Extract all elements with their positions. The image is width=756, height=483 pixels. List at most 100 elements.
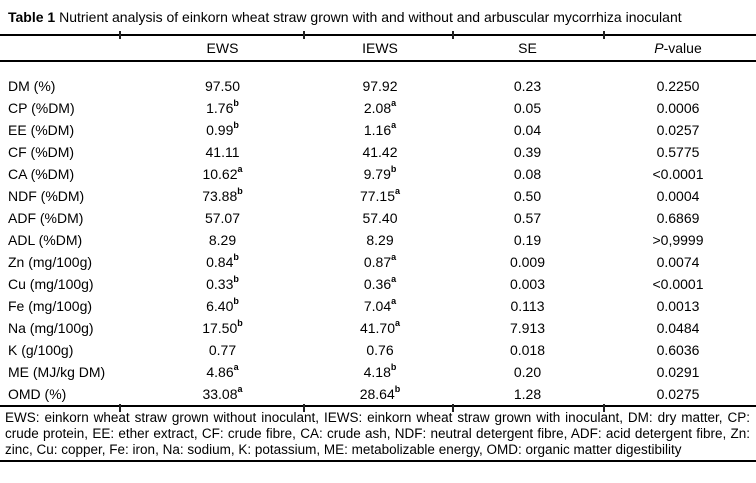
row-label: Na (mg/100g): [8, 320, 94, 336]
se-value: 0.003: [509, 276, 546, 292]
table-row: CA (%DM) 10.62a 9.79b 0.08 <0.0001: [0, 163, 756, 185]
col-header-pvalue: P-value: [600, 35, 756, 61]
ews-value: 73.88b: [202, 186, 243, 204]
se-value: 7.913: [509, 320, 546, 336]
table-caption: Table 1 Nutrient analysis of einkorn whe…: [0, 0, 756, 26]
p-value-cell: >0,9999: [652, 232, 704, 248]
se-value: 0.19: [513, 232, 542, 248]
p-value-cell: 0.0257: [656, 122, 700, 138]
p-value-cell: 0.6869: [656, 210, 700, 226]
row-label: ME (MJ/kg DM): [8, 364, 106, 380]
ews-value: 6.40b: [206, 296, 239, 314]
column-divider-tick: [119, 31, 121, 39]
ews-value: 57.07: [204, 210, 241, 226]
ews-value: 1.76b: [206, 98, 239, 116]
table-row: CP (%DM) 1.76b 2.08a 0.05 0.0006: [0, 97, 756, 119]
row-label: OMD (%): [8, 386, 67, 402]
table-row: ADL (%DM) 8.29 8.29 0.19 >0,9999: [0, 229, 756, 251]
se-value: 0.08: [513, 166, 542, 182]
row-label: NDF (%DM): [8, 188, 85, 204]
ews-value: 0.33b: [206, 274, 239, 292]
se-value: 1.28: [513, 386, 542, 402]
table-row: CF (%DM) 41.11 41.42 0.39 0.5775: [0, 141, 756, 163]
column-divider-tick: [452, 31, 454, 39]
se-value: 0.018: [509, 342, 546, 358]
row-label: Fe (mg/100g): [8, 298, 93, 314]
ews-value: 0.99b: [206, 120, 239, 138]
p-value-cell: 0.2250: [656, 78, 700, 94]
ews-value: 4.86a: [206, 362, 239, 380]
row-label: CA (%DM): [8, 166, 75, 182]
iews-value: 57.40: [362, 210, 398, 226]
table-number: Table 1: [8, 9, 56, 25]
row-label: ADL (%DM): [8, 232, 83, 248]
row-label: Zn (mg/100g): [8, 254, 93, 270]
se-value: 0.113: [510, 298, 545, 314]
row-label: EE (%DM): [8, 122, 75, 138]
row-label: ADF (%DM): [8, 210, 84, 226]
column-divider-tick: [452, 404, 454, 412]
iews-value: 9.79b: [363, 164, 397, 182]
iews-value: 0.87a: [363, 252, 397, 270]
column-divider-tick: [303, 404, 305, 412]
p-value-cell: 0.5775: [656, 144, 700, 160]
row-label: CP (%DM): [8, 100, 75, 116]
p-value-cell: 0.0013: [656, 298, 700, 314]
se-value: 0.05: [513, 100, 542, 116]
iews-value: 8.29: [366, 232, 394, 248]
header-row: EWS IEWS SE P-value: [0, 35, 756, 61]
table-row: Fe (mg/100g) 6.40b 7.04a 0.113 0.0013: [0, 295, 756, 317]
p-value-cell: 0.0275: [656, 386, 700, 402]
p-value-cell: <0.0001: [652, 166, 704, 182]
p-value-rest: -value: [663, 40, 702, 56]
col-header-iews: IEWS: [362, 40, 398, 56]
ews-value: 8.29: [208, 232, 237, 248]
p-value-cell: 0.0006: [656, 100, 700, 116]
se-value: 0.39: [513, 144, 542, 160]
iews-value: 41.42: [362, 144, 398, 160]
ews-value: 97.50: [204, 78, 241, 94]
row-label: DM (%): [8, 78, 56, 94]
p-value-cell: 0.0291: [656, 364, 700, 380]
iews-value: 41.70a: [359, 318, 401, 336]
se-value: 0.04: [513, 122, 542, 138]
spacer-row: [0, 61, 756, 75]
column-divider-tick: [303, 31, 305, 39]
iews-value: 28.64b: [359, 384, 401, 402]
iews-value: 77.15a: [359, 186, 401, 204]
table-body: DM (%) 97.50 97.92 0.23 0.2250 CP (%DM) 1.76b 2…: [0, 61, 756, 405]
table-row: NDF (%DM) 73.88b 77.15a 0.50 0.0004: [0, 185, 756, 207]
table-caption-text: Nutrient analysis of einkorn wheat straw…: [59, 9, 682, 25]
iews-value: 7.04a: [363, 296, 397, 314]
table-row: ADF (%DM) 57.07 57.40 0.57 0.6869: [0, 207, 756, 229]
table-row: Na (mg/100g) 17.50b 41.70a 7.913 0.0484: [0, 317, 756, 339]
nutrient-table: EWS IEWS SE P-value DM (%) 97.50 97.92 0.23…: [0, 34, 756, 405]
iews-value: 4.18b: [363, 362, 397, 380]
row-label: Cu (mg/100g): [8, 276, 94, 292]
column-divider-tick: [119, 404, 121, 412]
iews-value: 0.76: [366, 342, 394, 358]
table-row: Zn (mg/100g) 0.84b 0.87a 0.009 0.0074: [0, 251, 756, 273]
se-value: 0.57: [513, 210, 542, 226]
p-value-cell: 0.0484: [656, 320, 700, 336]
row-label: CF (%DM): [8, 144, 75, 160]
table-row: EE (%DM) 0.99b 1.16a 0.04 0.0257: [0, 119, 756, 141]
ews-value: 33.08a: [202, 384, 243, 402]
column-divider-tick: [603, 31, 605, 39]
table-row: Cu (mg/100g) 0.33b 0.36a 0.003 <0.0001: [0, 273, 756, 295]
table-header: EWS IEWS SE P-value: [0, 35, 756, 61]
col-header-se: SE: [518, 40, 537, 56]
table-row: OMD (%) 33.08a 28.64b 1.28 0.0275: [0, 383, 756, 405]
ews-value: 17.50b: [202, 318, 243, 336]
se-value: 0.009: [509, 254, 546, 270]
se-value: 0.50: [513, 188, 542, 204]
p-value-italic: P: [654, 40, 664, 56]
p-value-cell: 0.6036: [656, 342, 700, 358]
table-row: K (g/100g) 0.77 0.76 0.018 0.6036: [0, 339, 756, 361]
ews-value: 10.62a: [202, 164, 243, 182]
p-value-cell: 0.0004: [656, 188, 700, 204]
table-row: ME (MJ/kg DM) 4.86a 4.18b 0.20 0.0291: [0, 361, 756, 383]
p-value-cell: <0.0001: [652, 276, 704, 292]
iews-value: 97.92: [362, 78, 398, 94]
